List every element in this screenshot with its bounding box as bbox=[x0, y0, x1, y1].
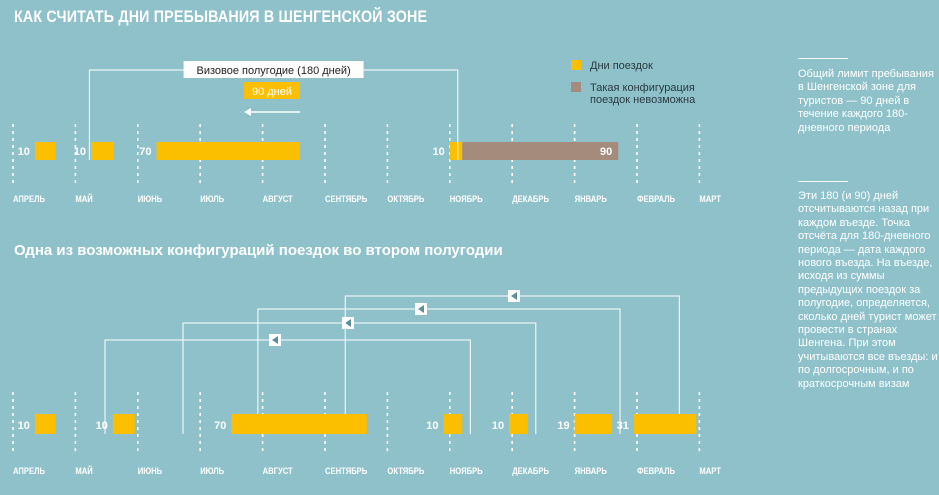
trip-bar bbox=[231, 414, 367, 434]
side-note-limit: Общий лимит пребывания в Шенгенской зоне… bbox=[798, 68, 934, 134]
trip-days-label: 10 bbox=[433, 146, 445, 158]
backward-arrow-icon bbox=[244, 108, 251, 116]
legend-impossible-label-2: поездок невозможна bbox=[590, 94, 696, 106]
top-timeline: АПРЕЛЬ МАЙ ИЮНЬ ИЮЛЬ АВГУСТ СЕНТЯБРЬ ОКТЯБРЬ НО… bbox=[12, 124, 721, 204]
month-label: АПРЕЛЬ bbox=[13, 465, 45, 476]
trip-days-label: 90 bbox=[600, 146, 612, 158]
month-label: ИЮЛЬ bbox=[200, 465, 224, 476]
trip-bar bbox=[509, 414, 528, 434]
bottom-timeline: АПРЕЛЬ МАЙ ИЮНЬ ИЮЛЬ АВГУСТ СЕНТЯБРЬ ОКТЯБРЬ НО… bbox=[12, 392, 721, 476]
left-arrow-icon bbox=[511, 292, 517, 300]
limit-badge bbox=[244, 82, 300, 99]
legend-impossible-swatch bbox=[571, 82, 581, 92]
trip-days-label: 10 bbox=[18, 420, 30, 432]
trip-bar bbox=[449, 142, 463, 160]
trip-days-label: 10 bbox=[492, 420, 504, 432]
trip-bar bbox=[633, 414, 697, 434]
left-arrow-icon bbox=[345, 319, 351, 327]
page-title: КАК СЧИТАТЬ ДНИ ПРЕБЫВАНИЯ В ШЕНГЕНСКОЙ … bbox=[14, 7, 428, 26]
trip-bar bbox=[34, 142, 56, 160]
trip-bar bbox=[574, 414, 613, 434]
trip-days-label: 10 bbox=[426, 420, 438, 432]
legend-trip-label: Дни поездок bbox=[590, 60, 653, 72]
month-label: ИЮЛЬ bbox=[200, 193, 224, 204]
section-subtitle: Одна из возможных конфигураций поездок в… bbox=[14, 242, 503, 259]
month-label: МАЙ bbox=[75, 464, 92, 476]
impossible-trip-bar bbox=[462, 142, 619, 160]
month-label: ИЮНЬ bbox=[138, 465, 162, 476]
month-label: НОЯБРЬ bbox=[450, 465, 483, 476]
trip-bar bbox=[112, 414, 135, 434]
limit-label: 90 дней bbox=[252, 86, 292, 98]
trip-days-label: 19 bbox=[557, 420, 569, 432]
legend-trip-swatch bbox=[571, 60, 581, 70]
top-trip-bars: 10 10 70 10 90 bbox=[18, 142, 619, 160]
month-label: МАРТ bbox=[699, 193, 721, 204]
month-label: ОКТЯБРЬ bbox=[387, 465, 424, 476]
side-divider-2 bbox=[798, 181, 848, 182]
diagram: АПРЕЛЬ МАЙ ИЮНЬ ИЮЛЬ АВГУСТ СЕНТЯБРЬ ОКТЯБРЬ НО… bbox=[12, 60, 721, 476]
month-label: АВГУСТ bbox=[263, 465, 293, 476]
month-label: ЯНВАРЬ bbox=[575, 193, 607, 204]
visa-half-year-bracket: Визовое полугодие (180 дней) 90 дней bbox=[88, 61, 459, 160]
month-label: АПРЕЛЬ bbox=[13, 193, 45, 204]
visa-window-label-box bbox=[183, 61, 364, 78]
month-label: МАРТ bbox=[699, 465, 721, 476]
month-label: ДЕКАБРЬ bbox=[512, 465, 549, 476]
trip-days-label: 10 bbox=[96, 420, 108, 432]
trip-days-label: 10 bbox=[74, 146, 86, 158]
trip-bar bbox=[443, 414, 463, 434]
legend: Дни поездок Такая конфигурация поездок н… bbox=[571, 60, 696, 106]
window-bracket bbox=[104, 339, 471, 434]
month-label: ОКТЯБРЬ bbox=[387, 193, 424, 204]
month-label: ФЕВРАЛЬ bbox=[637, 465, 675, 476]
month-label: АВГУСТ bbox=[263, 193, 293, 204]
left-arrow-icon bbox=[272, 336, 278, 344]
side-note-counting: Эти 180 (и 90) дней отсчитываются назад … bbox=[798, 190, 938, 390]
month-label: СЕНТЯБРЬ bbox=[325, 465, 367, 476]
trip-days-label: 70 bbox=[214, 420, 226, 432]
window-bracket bbox=[182, 322, 537, 434]
window-bracket bbox=[257, 308, 621, 434]
trip-days-label: 70 bbox=[139, 146, 151, 158]
trip-bar bbox=[34, 414, 56, 434]
left-arrow-icon bbox=[418, 305, 424, 313]
month-label: ИЮНЬ bbox=[138, 193, 162, 204]
visa-window-label: Визовое полугодие (180 дней) bbox=[197, 65, 351, 77]
month-label: ЯНВАРЬ bbox=[575, 465, 607, 476]
month-label: СЕНТЯБРЬ bbox=[325, 193, 367, 204]
trip-bar bbox=[156, 142, 301, 160]
bottom-window-brackets bbox=[104, 290, 680, 434]
month-label: ДЕКАБРЬ bbox=[512, 193, 549, 204]
month-label: МАЙ bbox=[75, 192, 92, 204]
side-divider-1 bbox=[798, 58, 848, 59]
month-label: ФЕВРАЛЬ bbox=[637, 193, 675, 204]
legend-impossible-label-1: Такая конфигурация bbox=[590, 82, 695, 94]
trip-days-label: 31 bbox=[617, 420, 629, 432]
month-label: НОЯБРЬ bbox=[450, 193, 483, 204]
trip-days-label: 10 bbox=[18, 146, 30, 158]
bottom-trip-bars: 10 10 70 10 10 19 31 bbox=[18, 414, 697, 434]
trip-bar bbox=[91, 142, 115, 160]
